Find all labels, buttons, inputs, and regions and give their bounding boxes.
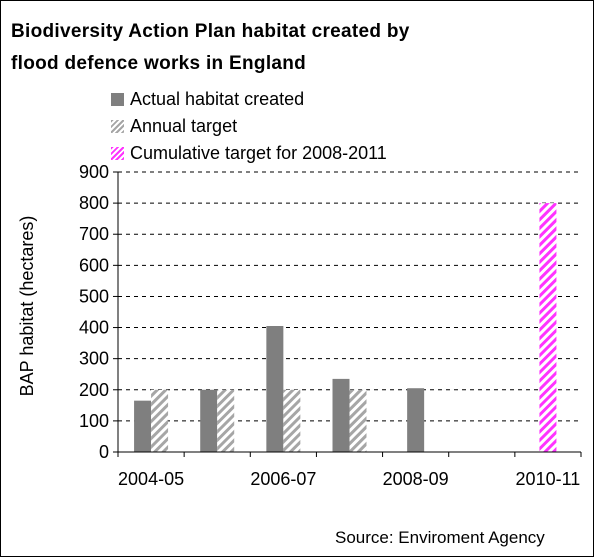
legend-swatch-annual-target [111, 119, 124, 133]
chart-title-line-1: Biodiversity Action Plan habitat created… [11, 21, 410, 42]
bar-actual-2007-08 [332, 378, 350, 452]
y-tick-label-200: 200 [79, 380, 109, 400]
legend-item-annual-target: Annual target [111, 115, 237, 137]
y-tick-label-700: 700 [79, 224, 109, 244]
bar-annual-target-2007-08 [349, 389, 367, 452]
chart-title-line-2: flood defence works in England [11, 53, 307, 74]
y-tick-label-400: 400 [79, 318, 109, 338]
y-tick-label-600: 600 [79, 255, 109, 275]
bar-annual-target-2006-07 [283, 389, 301, 452]
legend-swatch-actual [111, 92, 124, 106]
x-tick-label-2010-11: 2010-11 [516, 469, 581, 489]
legend-item-actual: Actual habitat created [111, 88, 304, 110]
y-tick-label-800: 800 [79, 193, 109, 213]
y-tick-label-900: 900 [79, 162, 109, 182]
y-tick-label-500: 500 [79, 286, 109, 306]
y-axis-label: BAP habitat (hectares) [17, 216, 37, 397]
x-tick-label-2008-09: 2008-09 [383, 469, 449, 489]
legend-label-cumulative-target: Cumulative target for 2008-2011 [130, 142, 387, 163]
bar-actual-2006-07 [266, 326, 284, 452]
y-tick-label-300: 300 [79, 349, 109, 369]
bar-annual-target-2004-05 [151, 389, 169, 452]
bar-actual-2004-05 [134, 400, 152, 452]
bars [134, 203, 557, 452]
bar-actual-2008-09 [407, 388, 425, 452]
x-tick-label-2004-05: 2004-05 [118, 469, 184, 489]
legend-swatch-cumulative-target [111, 146, 124, 160]
gridlines [118, 171, 581, 422]
bar-actual-2005-06 [200, 389, 218, 452]
source-note: Source: Enviroment Agency [335, 528, 545, 547]
legend-item-cumulative-target: Cumulative target for 2008-2011 [111, 142, 387, 164]
bar-annual-target-2005-06 [217, 389, 235, 452]
legend-label-actual: Actual habitat created [130, 88, 305, 109]
legend-label-annual-target: Annual target [130, 115, 238, 136]
bar-cumulative-target-2010-11 [539, 203, 557, 452]
axes: 0 100 200 300 400 500 600 700 800 900 2004-05 2006-… [79, 162, 582, 489]
x-tick-label-2006-07: 2006-07 [250, 469, 316, 489]
y-tick-label-100: 100 [79, 411, 109, 431]
y-tick-label-0: 0 [99, 442, 109, 462]
